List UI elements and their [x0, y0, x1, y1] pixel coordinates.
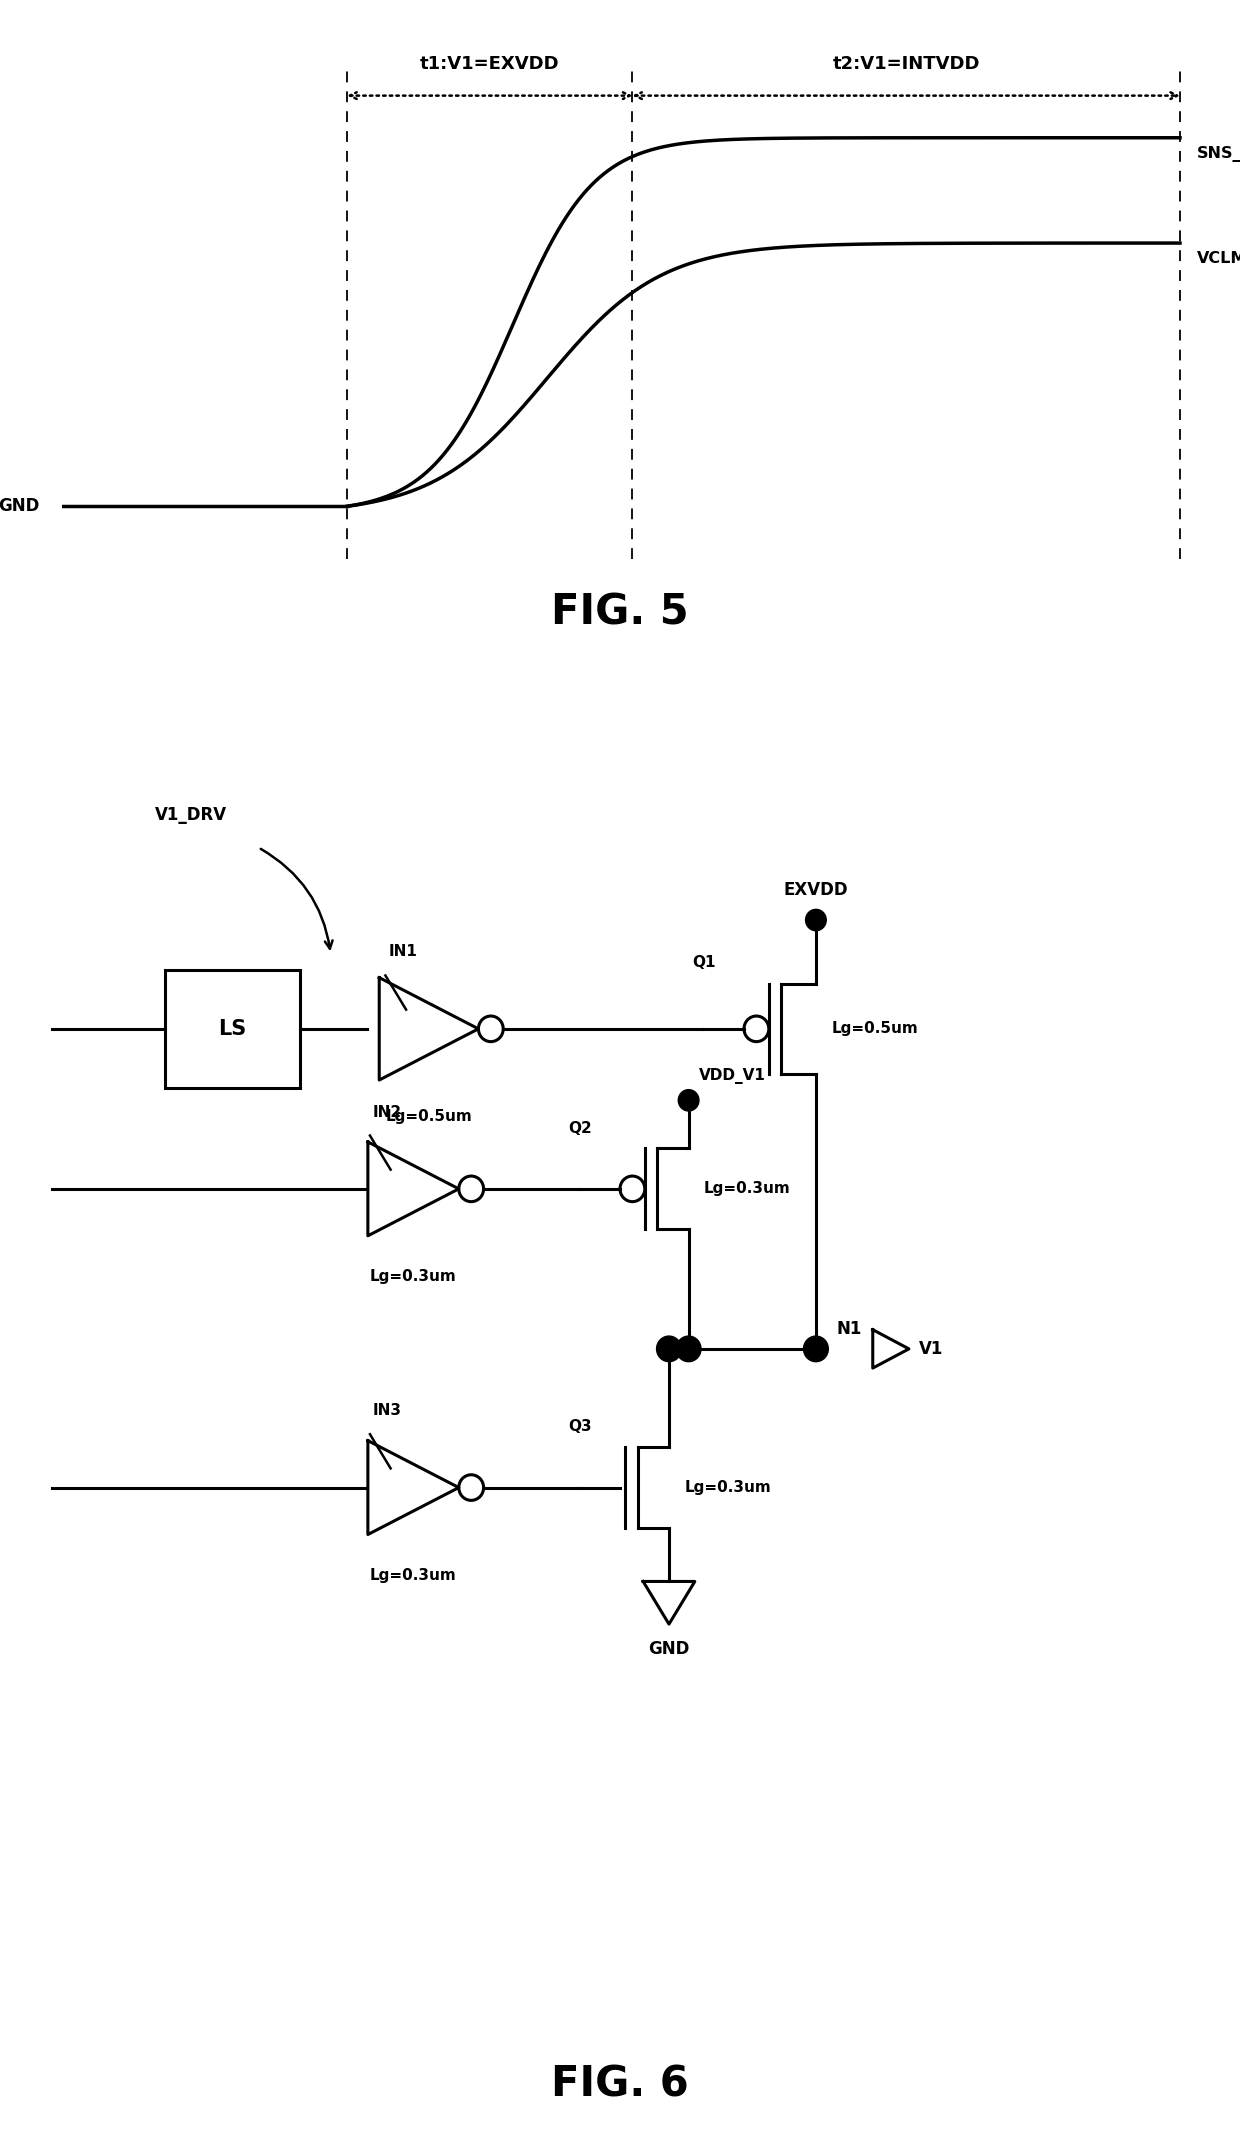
Circle shape — [806, 909, 826, 931]
Text: FIG. 6: FIG. 6 — [551, 2063, 689, 2106]
Text: N1: N1 — [837, 1319, 862, 1339]
Circle shape — [657, 1337, 682, 1362]
Circle shape — [676, 1337, 701, 1362]
Text: Lg=0.5um: Lg=0.5um — [832, 1021, 918, 1036]
Text: LS: LS — [218, 1019, 247, 1038]
Circle shape — [804, 1337, 828, 1362]
Text: Lg=0.3um: Lg=0.3um — [684, 1481, 771, 1496]
Text: t2:V1=INTVDD: t2:V1=INTVDD — [832, 56, 980, 73]
Text: IN1: IN1 — [388, 946, 418, 958]
Text: VCLMP: VCLMP — [1197, 251, 1240, 266]
Text: Lg=0.3um: Lg=0.3um — [370, 1268, 456, 1283]
Text: FIG. 5: FIG. 5 — [552, 591, 688, 634]
Text: Q3: Q3 — [568, 1418, 591, 1433]
Text: IN2: IN2 — [373, 1105, 402, 1120]
FancyBboxPatch shape — [165, 969, 300, 1087]
Text: Q1: Q1 — [692, 954, 715, 969]
Circle shape — [678, 1090, 699, 1111]
Text: GND: GND — [0, 496, 40, 516]
Text: Lg=0.3um: Lg=0.3um — [704, 1182, 791, 1197]
Text: Q2: Q2 — [568, 1120, 591, 1135]
Text: SNS_INTVDD: SNS_INTVDD — [1197, 146, 1240, 161]
Text: t1:V1=EXVDD: t1:V1=EXVDD — [420, 56, 559, 73]
Text: GND: GND — [649, 1640, 689, 1659]
Text: V1: V1 — [919, 1339, 944, 1358]
Text: Lg=0.5um: Lg=0.5um — [386, 1109, 472, 1124]
Text: Lg=0.3um: Lg=0.3um — [370, 1567, 456, 1582]
Text: EXVDD: EXVDD — [784, 881, 848, 898]
Text: IN3: IN3 — [373, 1403, 402, 1418]
Text: V1_DRV: V1_DRV — [155, 806, 227, 825]
Text: VDD_V1: VDD_V1 — [699, 1068, 766, 1085]
